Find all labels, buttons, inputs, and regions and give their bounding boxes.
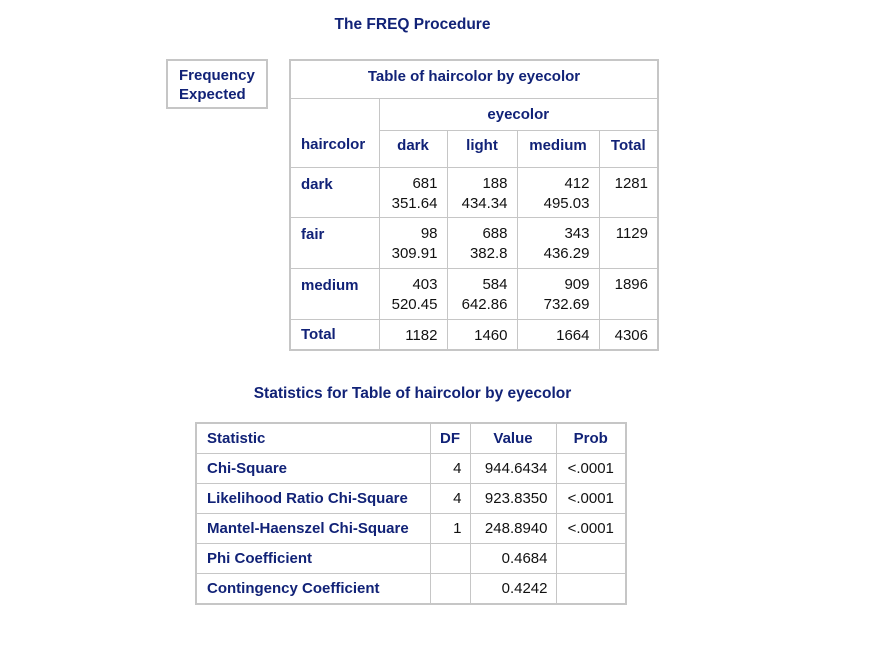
cell: 412 495.03 — [516, 167, 599, 218]
column-total: 1460 — [446, 319, 517, 350]
column-total: 1182 — [378, 319, 447, 350]
row-label-fair: fair — [290, 217, 379, 269]
row-label-medium: medium — [290, 268, 379, 320]
cell: 584 642.86 — [446, 268, 517, 320]
row-label-total: Total — [290, 319, 379, 350]
statistic-df: 4 — [429, 453, 471, 484]
table-row: Phi Coefficient 0.4684 — [195, 543, 627, 574]
statistics-title: Statistics for Table of haircolor by eye… — [253, 385, 572, 402]
cell: 688 382.8 — [446, 217, 517, 269]
cell-expected: 642.86 — [461, 296, 508, 313]
statistic-prob: <.0001 — [555, 453, 627, 484]
crosstab-title: Table of haircolor by eyecolor — [290, 60, 658, 99]
cell-expected: 520.45 — [391, 296, 438, 313]
statistic-df — [429, 543, 471, 574]
statistic-name: Mantel-Haenszel Chi-Square — [195, 513, 431, 544]
cell-frequency: 681 — [412, 175, 438, 192]
table-row: fair 98 309.91 688 382.8 343 436.29 1129 — [290, 217, 658, 269]
statistic-prob — [555, 573, 627, 605]
statistic-value: 923.8350 — [469, 483, 557, 514]
column-header-light: light — [446, 130, 517, 168]
row-total: 1281 — [598, 167, 658, 218]
column-header-total: Total — [598, 130, 658, 168]
statistic-value: 0.4684 — [469, 543, 557, 574]
column-header-medium: medium — [516, 130, 599, 168]
cell-expected: 309.91 — [391, 245, 438, 262]
legend-expected: Expected — [179, 86, 246, 103]
statistic-value: 944.6434 — [469, 453, 557, 484]
cell-frequency: 403 — [412, 276, 438, 293]
total-row: Total 1182 1460 1664 4306 — [290, 319, 658, 350]
cell: 403 520.45 — [378, 268, 447, 320]
statistic-df: 1 — [429, 513, 471, 544]
cell: 909 732.69 — [516, 268, 599, 320]
cell-frequency: 188 — [482, 175, 508, 192]
statistic-prob: <.0001 — [555, 483, 627, 514]
row-variable-header: haircolor — [301, 136, 366, 153]
statistic-df: 4 — [429, 483, 471, 514]
crosstab-table: Table of haircolor by eyecolor eyecolor … — [289, 59, 659, 351]
statistic-name: Contingency Coefficient — [195, 573, 431, 605]
cell-expected: 495.03 — [543, 195, 590, 212]
row-label-dark: dark — [290, 167, 379, 218]
cell-expected: 732.69 — [543, 296, 590, 313]
procedure-title: The FREQ Procedure — [334, 16, 491, 33]
header-value: Value — [469, 422, 557, 454]
column-variable-header: eyecolor — [378, 98, 658, 131]
cell-expected: 382.8 — [469, 245, 508, 262]
statistics-table: Statistic DF Value Prob Chi-Square 4 944… — [195, 422, 627, 605]
statistic-name: Chi-Square — [195, 453, 431, 484]
row-total: 1896 — [598, 268, 658, 320]
statistic-value: 0.4242 — [469, 573, 557, 605]
column-total: 1664 — [516, 319, 599, 350]
empty-corner — [290, 99, 379, 131]
table-row: Mantel-Haenszel Chi-Square 1 248.8940 <.… — [195, 513, 627, 544]
header-statistic: Statistic — [195, 422, 431, 454]
table-row: Likelihood Ratio Chi-Square 4 923.8350 <… — [195, 483, 627, 514]
table-row: Chi-Square 4 944.6434 <.0001 — [195, 453, 627, 484]
table-row: dark 681 351.64 188 434.34 412 495.03 1281 — [290, 167, 658, 218]
statistic-prob — [555, 543, 627, 574]
table-row: Contingency Coefficient 0.4242 — [195, 573, 627, 605]
cell: 681 351.64 — [378, 167, 447, 218]
grand-total: 4306 — [598, 319, 658, 350]
statistic-name: Likelihood Ratio Chi-Square — [195, 483, 431, 514]
cell-frequency: 688 — [482, 225, 508, 242]
cell-expected: 434.34 — [461, 195, 508, 212]
legend-frequency: Frequency — [179, 67, 255, 84]
statistic-name: Phi Coefficient — [195, 543, 431, 574]
cell-frequency: 412 — [564, 175, 590, 192]
cell: 98 309.91 — [378, 217, 447, 269]
cell-frequency: 343 — [564, 225, 590, 242]
cell-frequency: 584 — [482, 276, 508, 293]
cell-frequency: 98 — [420, 225, 438, 242]
row-total: 1129 — [598, 217, 658, 269]
cell-expected: 436.29 — [543, 245, 590, 262]
header-df: DF — [429, 422, 471, 454]
statistic-value: 248.8940 — [469, 513, 557, 544]
header-prob: Prob — [555, 422, 627, 454]
table-row: medium 403 520.45 584 642.86 909 732.69 189… — [290, 268, 658, 320]
cell: 188 434.34 — [446, 167, 517, 218]
cell: 343 436.29 — [516, 217, 599, 269]
column-header-dark: dark — [378, 130, 447, 168]
cell-expected: 351.64 — [391, 195, 438, 212]
statistic-prob: <.0001 — [555, 513, 627, 544]
statistic-df — [429, 573, 471, 605]
cell-legend-box: Frequency Expected — [166, 59, 268, 109]
cell-frequency: 909 — [564, 276, 590, 293]
